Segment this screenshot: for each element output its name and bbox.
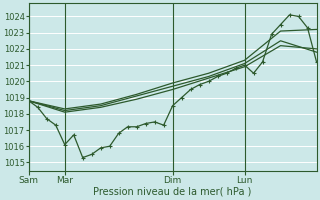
X-axis label: Pression niveau de la mer( hPa ): Pression niveau de la mer( hPa ) [93,187,252,197]
